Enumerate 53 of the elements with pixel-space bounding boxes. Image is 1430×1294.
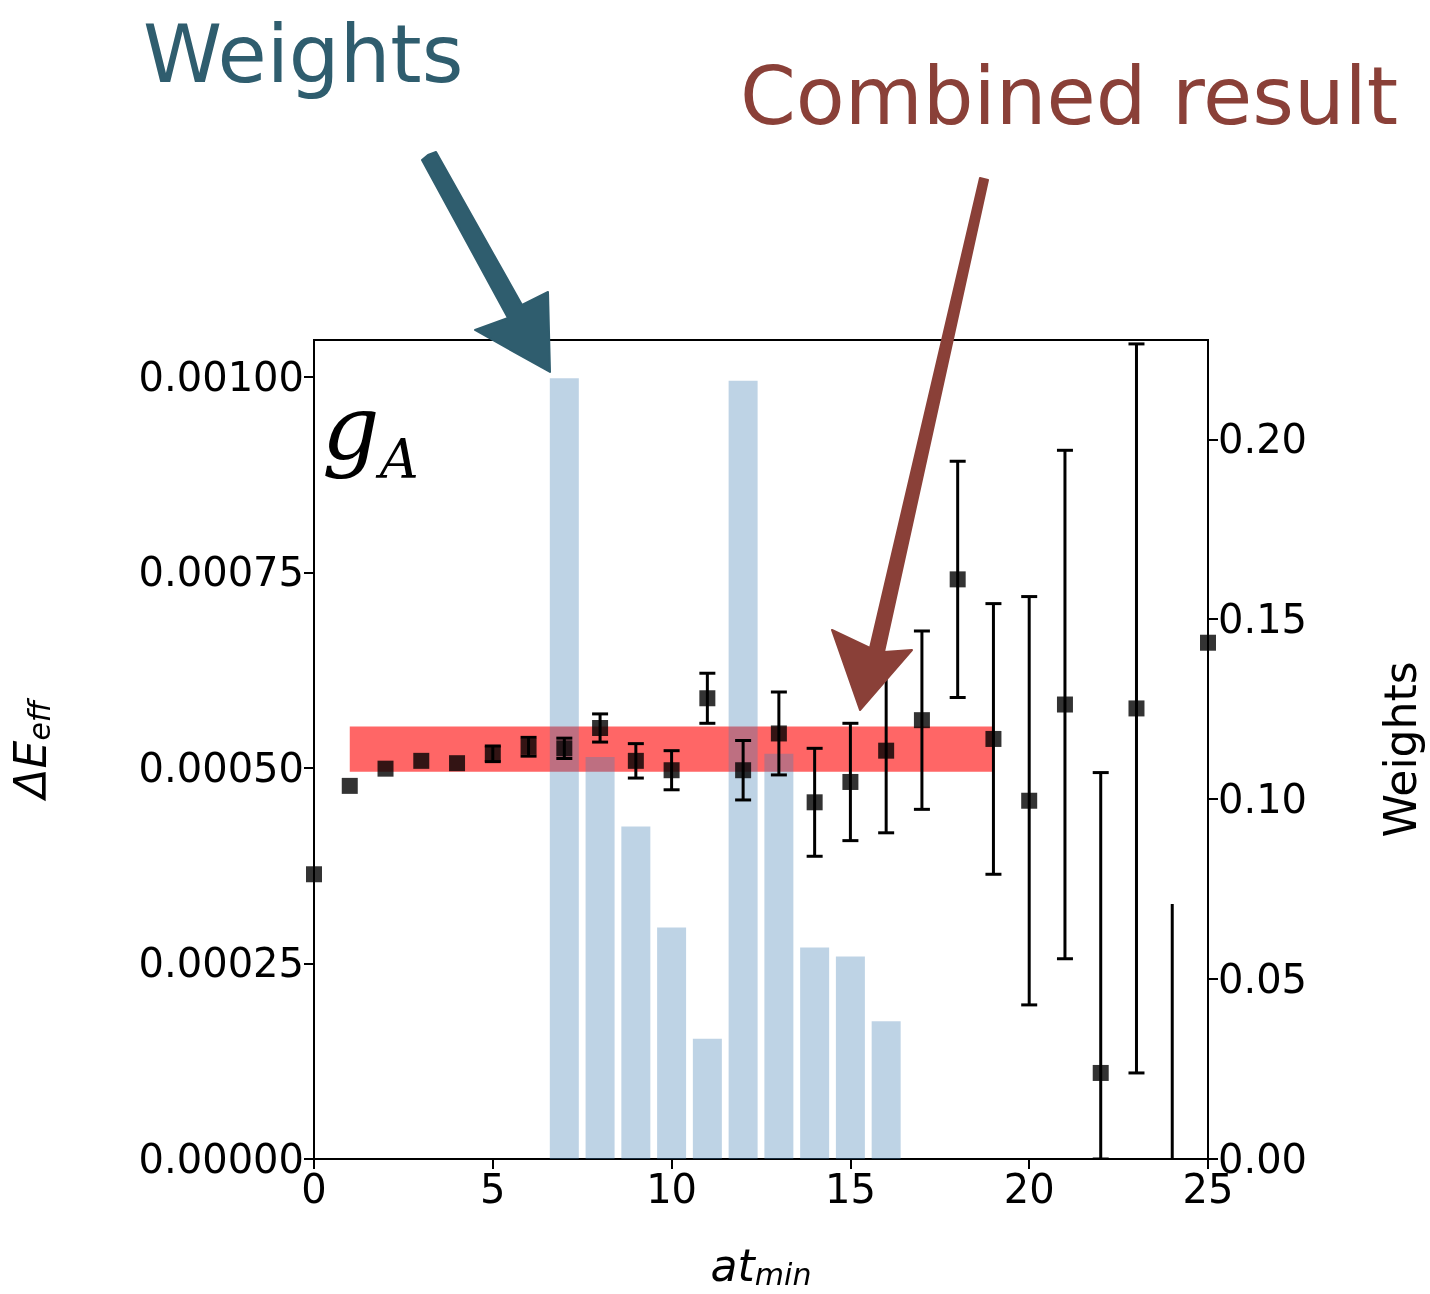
- point: [699, 690, 716, 707]
- bar: [800, 947, 830, 1159]
- y-tick-label: 0.00000: [138, 1136, 304, 1182]
- point: [949, 571, 966, 588]
- y-tick-label: 0.00050: [138, 744, 304, 791]
- point: [806, 794, 823, 811]
- point: [627, 752, 644, 769]
- bar: [549, 378, 579, 1159]
- y-axis-title: ΔEeff: [4, 697, 57, 802]
- y-tick-label: 0.00075: [138, 549, 304, 596]
- point: [556, 740, 573, 757]
- point: [1200, 634, 1216, 651]
- y2-axis-title: Weights: [1374, 661, 1426, 838]
- point: [341, 777, 358, 794]
- bar: [657, 927, 687, 1159]
- point: [592, 719, 609, 736]
- bar: [621, 826, 651, 1159]
- y2-tick-label: 0.10: [1218, 776, 1308, 823]
- point: [913, 712, 930, 729]
- point: [413, 752, 430, 769]
- bar: [871, 1021, 901, 1159]
- x-tick-label: 20: [1003, 1166, 1055, 1212]
- x-tick-label: 5: [480, 1166, 506, 1212]
- y-tick-label: 0.00100: [138, 353, 304, 400]
- point: [449, 755, 466, 772]
- text: Weights: [143, 8, 464, 101]
- annotation: g$_{A}$: [322, 375, 419, 491]
- point: [663, 762, 680, 779]
- point: [306, 866, 322, 883]
- bar: [764, 753, 794, 1159]
- y-tick-label: 0.00025: [138, 940, 304, 987]
- y2-tick-label: 0.20: [1218, 416, 1308, 463]
- bar: [728, 380, 758, 1159]
- point: [1092, 1064, 1109, 1081]
- text: Combined result: [740, 50, 1399, 143]
- point: [1021, 792, 1038, 809]
- point: [1056, 696, 1073, 713]
- bar: [835, 956, 865, 1159]
- point: [842, 773, 859, 790]
- point: [985, 730, 1002, 747]
- x-tick-label: 15: [824, 1166, 876, 1212]
- bar: [585, 757, 615, 1159]
- x-tick-label: 0: [301, 1166, 327, 1212]
- bar: [692, 1038, 722, 1159]
- point: [770, 725, 787, 742]
- point: [735, 762, 752, 779]
- point: [878, 742, 895, 759]
- point: [1128, 700, 1145, 717]
- point: [377, 760, 394, 777]
- x-tick-label: 10: [646, 1166, 698, 1212]
- y2-tick-label: 0.05: [1218, 956, 1308, 1003]
- y2-tick-label: 0.15: [1218, 596, 1308, 643]
- x-axis-title: atmin: [710, 1239, 812, 1292]
